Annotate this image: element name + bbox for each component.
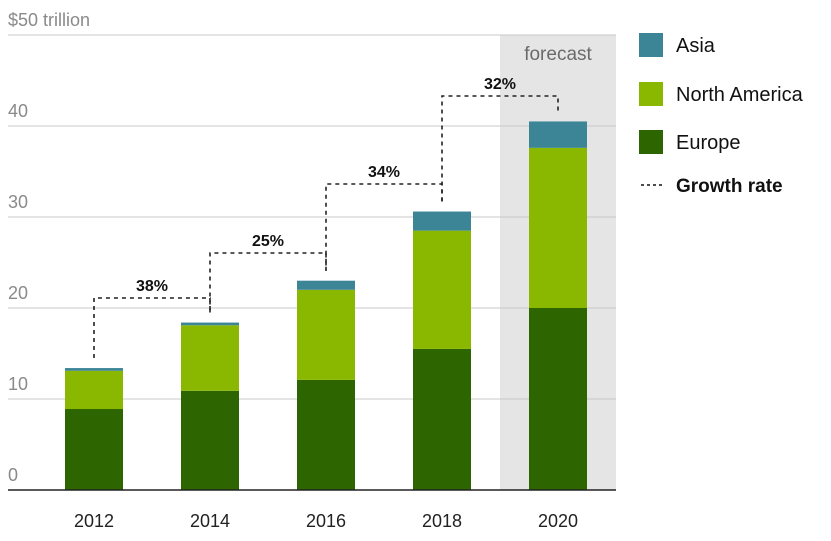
bar-segment-asia <box>413 211 471 231</box>
bar-segment-europe <box>181 390 239 490</box>
y-tick-label: 0 <box>8 465 18 485</box>
bar-segment-europe <box>413 348 471 490</box>
bar-segment-europe <box>529 308 587 490</box>
x-tick-label: 2016 <box>306 511 346 531</box>
x-tick-label: 2018 <box>422 511 462 531</box>
bar-segment-asia <box>529 121 587 148</box>
bar-segment-europe <box>65 409 123 490</box>
y-tick-label: 40 <box>8 101 28 121</box>
legend-label: Europe <box>676 132 741 154</box>
legend-label: Asia <box>676 35 716 57</box>
bar-segment-north-america <box>413 230 471 349</box>
x-tick-label: 2020 <box>538 511 578 531</box>
legend-swatch <box>639 130 663 154</box>
y-tick-label: 30 <box>8 192 28 212</box>
growth-rate-label: 38% <box>136 278 168 295</box>
bar-segment-asia <box>65 368 123 371</box>
x-tick-label: 2012 <box>74 511 114 531</box>
legend-label: Growth rate <box>676 176 783 197</box>
bar-segment-north-america <box>529 147 587 308</box>
y-tick-label: 10 <box>8 374 28 394</box>
legend-label: North America <box>676 84 804 106</box>
bar-segment-asia <box>181 322 239 326</box>
bar-segment-north-america <box>181 325 239 391</box>
bar-segment-europe <box>297 379 355 490</box>
legend-swatch <box>639 33 663 57</box>
growth-rate-connector <box>441 95 559 202</box>
bar-segment-north-america <box>65 370 123 410</box>
growth-rate-label: 34% <box>368 164 400 181</box>
bar-segment-north-america <box>297 289 355 380</box>
y-tick-label: $50 trillion <box>8 10 90 30</box>
growth-rate-label: 32% <box>484 76 516 93</box>
legend-swatch <box>639 82 663 106</box>
growth-rate-label: 25% <box>252 233 284 250</box>
y-tick-label: 20 <box>8 283 28 303</box>
forecast-label: forecast <box>524 44 592 65</box>
bar-segment-asia <box>297 280 355 290</box>
x-tick-label: 2014 <box>190 511 230 531</box>
